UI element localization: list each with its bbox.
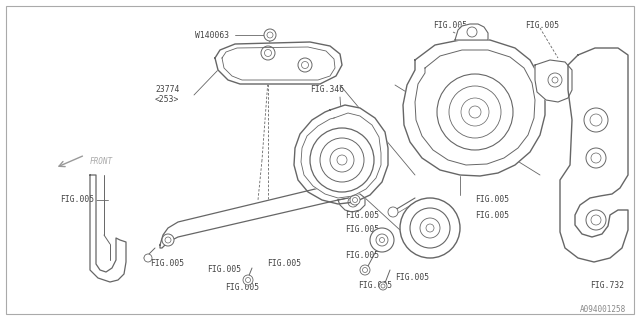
- Circle shape: [586, 148, 606, 168]
- Polygon shape: [455, 24, 488, 40]
- Circle shape: [469, 106, 481, 118]
- Text: 23774: 23774: [155, 85, 179, 94]
- Circle shape: [301, 61, 308, 68]
- Circle shape: [353, 197, 358, 203]
- Circle shape: [380, 237, 385, 243]
- Circle shape: [310, 128, 374, 192]
- Polygon shape: [560, 48, 628, 262]
- Text: <253>: <253>: [155, 95, 179, 105]
- Text: FIG.005: FIG.005: [475, 211, 509, 220]
- Circle shape: [548, 73, 562, 87]
- Polygon shape: [415, 50, 535, 165]
- Circle shape: [320, 138, 364, 182]
- Circle shape: [298, 58, 312, 72]
- Circle shape: [360, 265, 370, 275]
- Polygon shape: [535, 60, 572, 102]
- Polygon shape: [338, 193, 365, 212]
- Circle shape: [591, 153, 601, 163]
- Circle shape: [243, 275, 253, 285]
- Text: FIG.005: FIG.005: [345, 251, 379, 260]
- Circle shape: [370, 228, 394, 252]
- Circle shape: [410, 208, 450, 248]
- Text: FIG.005: FIG.005: [358, 281, 392, 290]
- Text: FIG.005: FIG.005: [150, 259, 184, 268]
- Circle shape: [467, 27, 477, 37]
- Circle shape: [388, 207, 398, 217]
- Circle shape: [400, 198, 460, 258]
- Text: FIG.005: FIG.005: [207, 266, 241, 275]
- Polygon shape: [403, 40, 545, 176]
- Polygon shape: [160, 183, 352, 248]
- Circle shape: [449, 86, 501, 138]
- Circle shape: [362, 268, 367, 273]
- Polygon shape: [294, 105, 388, 204]
- Circle shape: [144, 254, 152, 262]
- Circle shape: [379, 282, 387, 290]
- Circle shape: [590, 114, 602, 126]
- Circle shape: [267, 32, 273, 38]
- Circle shape: [330, 148, 354, 172]
- Text: FIG.005: FIG.005: [475, 196, 509, 204]
- Text: W140063: W140063: [195, 30, 229, 39]
- Text: A094001258: A094001258: [580, 306, 627, 315]
- Circle shape: [376, 234, 388, 246]
- Circle shape: [342, 188, 346, 193]
- Circle shape: [264, 50, 271, 57]
- Circle shape: [437, 74, 513, 150]
- Text: FIG.005: FIG.005: [395, 274, 429, 283]
- Text: FIG.005: FIG.005: [267, 259, 301, 268]
- Circle shape: [586, 210, 606, 230]
- Polygon shape: [301, 113, 381, 198]
- Circle shape: [420, 218, 440, 238]
- Polygon shape: [215, 42, 342, 84]
- Circle shape: [348, 197, 358, 207]
- Circle shape: [264, 29, 276, 41]
- Text: FRONT: FRONT: [90, 157, 113, 166]
- Polygon shape: [90, 175, 126, 282]
- Circle shape: [339, 185, 349, 195]
- Text: FIG.005: FIG.005: [60, 196, 94, 204]
- Circle shape: [381, 284, 385, 288]
- Circle shape: [584, 108, 608, 132]
- Circle shape: [337, 155, 347, 165]
- Text: FIG.005: FIG.005: [345, 211, 379, 220]
- Text: FIG.005: FIG.005: [525, 20, 559, 29]
- Text: FIG.005: FIG.005: [345, 226, 379, 235]
- Text: FIG.005: FIG.005: [225, 284, 259, 292]
- Circle shape: [165, 237, 171, 243]
- Text: FIG.732: FIG.732: [590, 281, 624, 290]
- Circle shape: [246, 277, 250, 283]
- Circle shape: [261, 46, 275, 60]
- Polygon shape: [222, 47, 335, 80]
- Text: FIG.005: FIG.005: [433, 20, 467, 29]
- Circle shape: [552, 77, 558, 83]
- Circle shape: [162, 234, 174, 246]
- Circle shape: [426, 224, 434, 232]
- Circle shape: [591, 215, 601, 225]
- Text: FIG.346: FIG.346: [310, 85, 344, 94]
- Circle shape: [350, 195, 360, 205]
- Circle shape: [461, 98, 489, 126]
